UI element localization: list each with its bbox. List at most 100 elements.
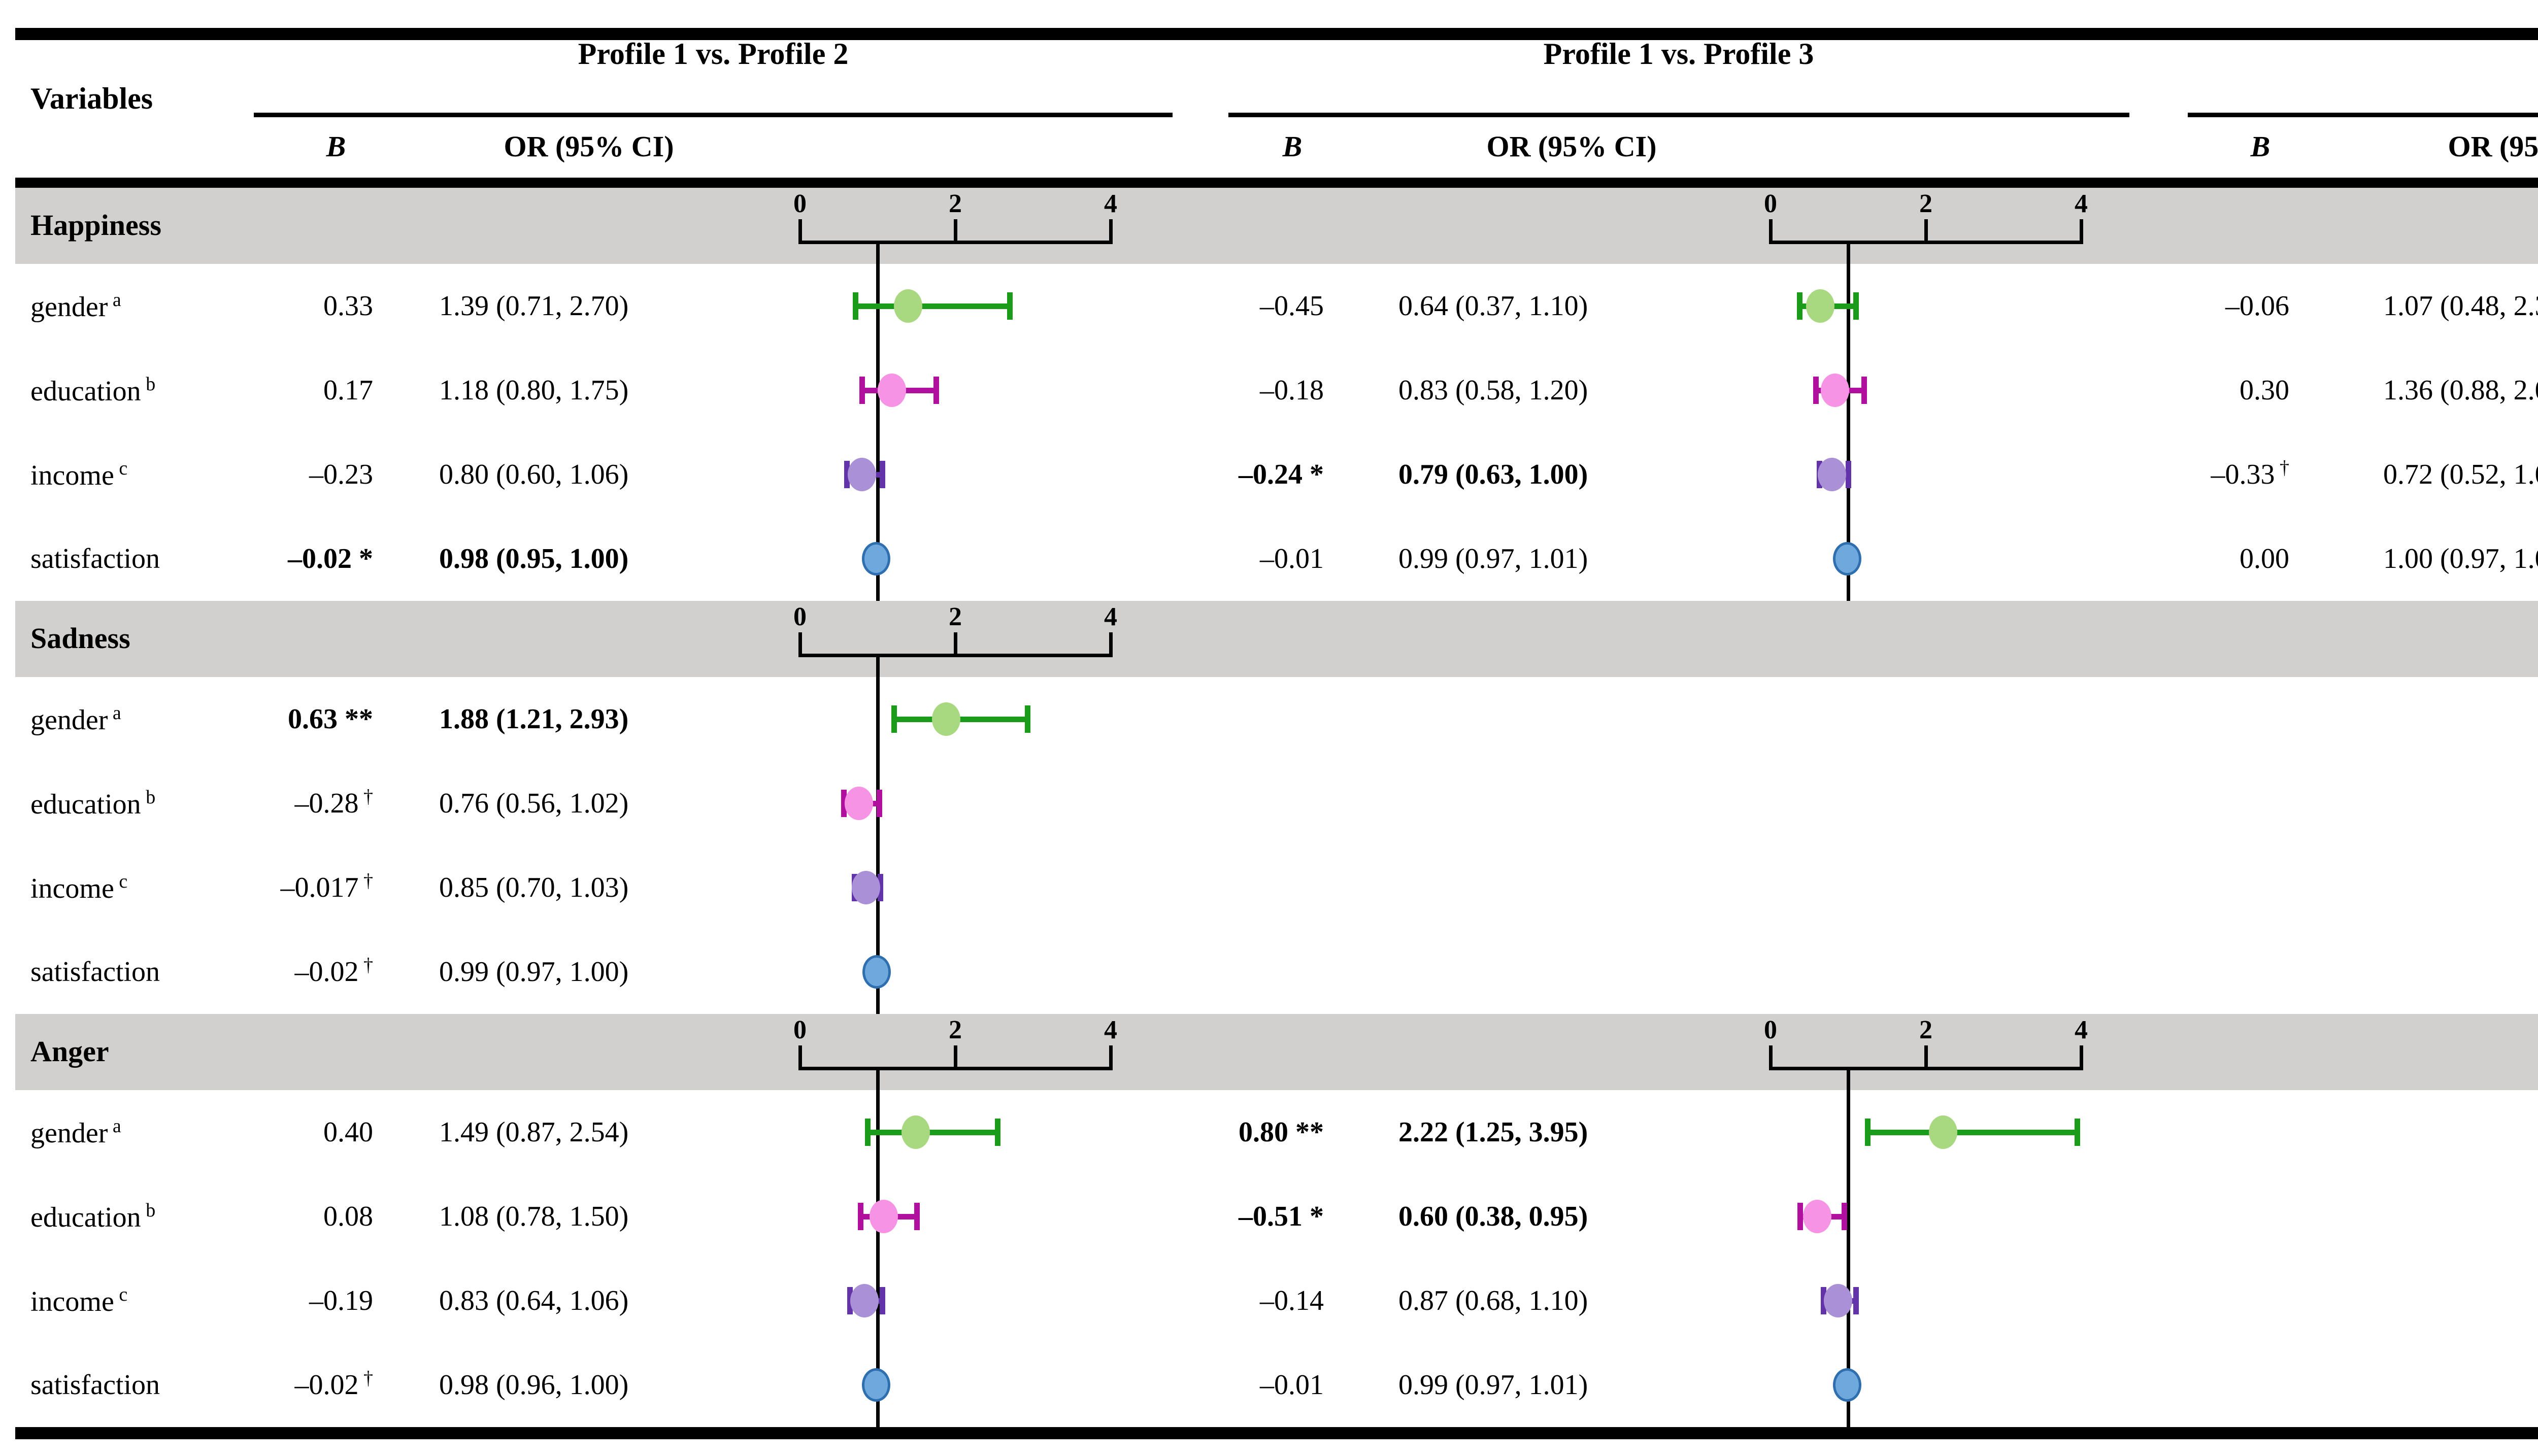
plot-axis-tick-label: 0 xyxy=(1764,1015,1777,1044)
or-point-satisfaction xyxy=(1833,542,1862,575)
significance-marker: † xyxy=(358,870,373,892)
ci-bar xyxy=(1867,1130,2078,1135)
ci-cap xyxy=(1007,292,1013,320)
or-column-header-3: OR (95% CI) xyxy=(2448,130,2538,163)
row-label-education: education b xyxy=(30,787,156,820)
or-ci-value: 1.08 (0.78, 1.50) xyxy=(439,1201,629,1232)
row-label-superscript: b xyxy=(141,374,156,395)
significance-marker: † xyxy=(358,1367,373,1389)
significance-marker: * xyxy=(1303,1201,1324,1232)
plot-axis-tick xyxy=(1109,632,1113,657)
row-label-education: education b xyxy=(30,1200,156,1233)
or-point-education xyxy=(870,1200,898,1233)
row-label-superscript: c xyxy=(114,871,128,893)
ci-cap xyxy=(1813,377,1819,404)
row-label-satisfaction: satisfaction xyxy=(30,1369,160,1401)
b-value: 0.33 xyxy=(323,290,373,322)
row-label-income: income c xyxy=(30,458,128,491)
b-value: –0.45 xyxy=(1260,290,1324,322)
b-value: –0.02 † xyxy=(294,954,374,988)
or-ci-value: 0.99 (0.97, 1.00) xyxy=(439,956,629,988)
b-value: –0.24 * xyxy=(1239,459,1324,490)
or-point-education xyxy=(1820,374,1849,407)
row-label-superscript: b xyxy=(141,787,156,808)
plot-axis-tick-label: 2 xyxy=(1919,1015,1932,1044)
b-value: –0.28 † xyxy=(294,786,374,819)
plot-axis-tick xyxy=(798,632,802,657)
b-column-header-3: B xyxy=(2250,130,2270,163)
plot-axis-tick xyxy=(798,1045,802,1070)
section-title-anger: Anger xyxy=(30,1035,109,1068)
plot-axis-tick xyxy=(2080,1045,2083,1070)
section-band-sadness: Sadness xyxy=(15,601,2538,677)
or-ci-value: 1.49 (0.87, 2.54) xyxy=(439,1116,629,1148)
plot-axis-tick xyxy=(1109,1045,1113,1070)
plot-axis-tick xyxy=(954,632,957,657)
or-point-satisfaction xyxy=(861,1368,890,1402)
b-value: –0.23 xyxy=(309,459,373,490)
ci-cap xyxy=(933,377,939,404)
b-value: –0.017 † xyxy=(280,870,374,903)
row-label-income: income c xyxy=(30,1284,128,1317)
row-label-income: income c xyxy=(30,871,128,904)
or-point-satisfaction xyxy=(861,542,890,575)
plot-axis-tick xyxy=(954,1045,957,1070)
ci-cap xyxy=(841,790,847,817)
table-bottom-border xyxy=(15,1427,2538,1439)
row-label-superscript: c xyxy=(114,458,128,480)
or-point-income xyxy=(1817,458,1846,491)
ci-cap xyxy=(1861,377,1867,404)
or-ci-value: 1.36 (0.88, 2.09) xyxy=(2383,375,2538,406)
b-value: –0.19 xyxy=(309,1285,373,1316)
ci-cap xyxy=(844,461,850,488)
or-point-gender xyxy=(931,702,960,736)
plot-axis-tick xyxy=(1769,219,1773,244)
b-value: –0.02 * xyxy=(288,543,373,574)
row-label-gender: gender a xyxy=(30,702,121,736)
or-ci-value: 0.98 (0.95, 1.00) xyxy=(439,543,629,574)
or-ci-value: 0.79 (0.63, 1.00) xyxy=(1398,459,1588,490)
b-value: –0.01 xyxy=(1260,543,1324,574)
b-value: 0.00 xyxy=(2240,543,2289,574)
plot-axis-tick xyxy=(798,219,802,244)
or-point-income xyxy=(852,871,881,904)
plot-axis-tick-label: 0 xyxy=(793,1015,807,1044)
significance-marker: ** xyxy=(338,703,373,735)
or-ci-value: 1.39 (0.71, 2.70) xyxy=(439,290,629,322)
or-point-satisfaction xyxy=(1833,1368,1862,1402)
ci-cap xyxy=(865,1119,871,1146)
row-label-superscript: c xyxy=(114,1284,128,1306)
or-point-income xyxy=(1824,1284,1853,1317)
or-ci-value: 0.76 (0.56, 1.02) xyxy=(439,788,629,819)
plot-reference-line xyxy=(1847,241,1850,601)
row-label-superscript: a xyxy=(108,1115,121,1137)
ci-cap xyxy=(847,1287,853,1314)
ci-bar xyxy=(855,303,1010,309)
b-column-header-2: B xyxy=(1282,130,1303,163)
ci-cap xyxy=(880,1287,886,1314)
or-point-gender xyxy=(1928,1115,1957,1149)
plot-axis-tick-label: 4 xyxy=(2075,1015,2088,1044)
ci-cap xyxy=(1025,705,1031,733)
or-point-gender xyxy=(901,1115,930,1149)
plot-axis-tick xyxy=(1109,219,1113,244)
plot-axis-tick-label: 4 xyxy=(2075,189,2088,218)
ci-cap xyxy=(1796,292,1802,320)
plot-reference-line xyxy=(1847,1067,1850,1427)
plot-axis-tick xyxy=(1924,1045,1928,1070)
row-label-gender: gender a xyxy=(30,1115,121,1149)
significance-marker: † xyxy=(358,954,373,976)
ci-cap xyxy=(994,1119,1000,1146)
or-ci-value: 0.99 (0.97, 1.01) xyxy=(1398,1369,1588,1401)
ci-cap xyxy=(1842,1203,1848,1230)
or-ci-value: 0.60 (0.38, 0.95) xyxy=(1398,1201,1588,1232)
plot-axis-tick-label: 0 xyxy=(793,189,807,218)
row-label-gender: gender a xyxy=(30,289,121,323)
or-ci-value: 0.80 (0.60, 1.06) xyxy=(439,459,629,490)
or-ci-value: 0.99 (0.97, 1.01) xyxy=(1398,543,1588,574)
or-point-education xyxy=(877,374,906,407)
significance-marker: † xyxy=(2275,457,2289,479)
ci-cap xyxy=(877,790,883,817)
section-band-happiness: Happiness xyxy=(15,188,2538,264)
